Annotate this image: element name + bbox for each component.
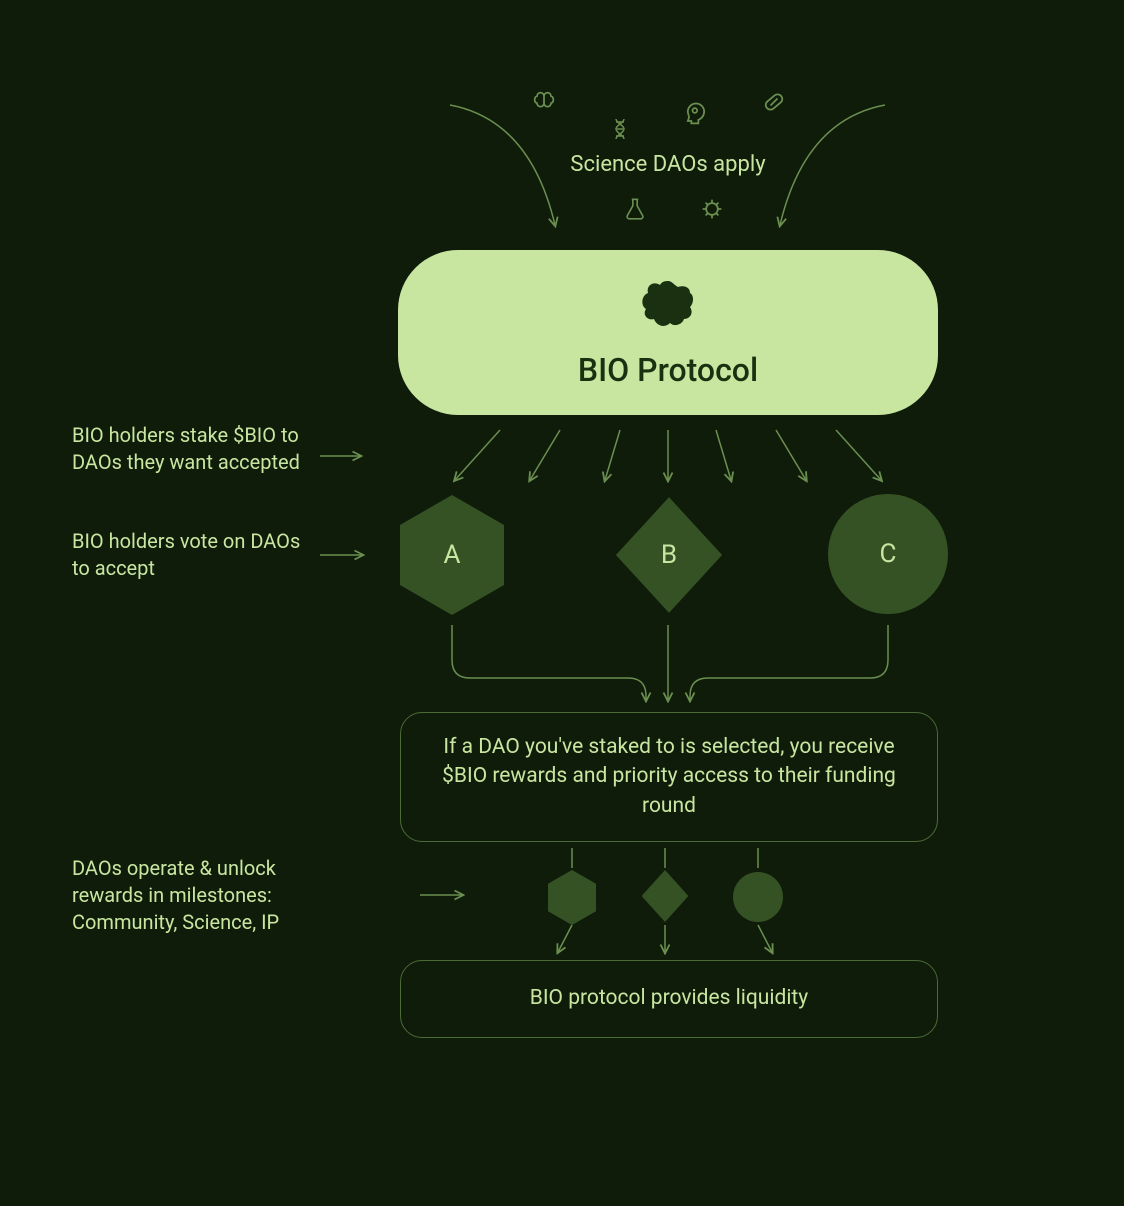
small-hexagon xyxy=(548,870,596,925)
small-diamond xyxy=(639,870,691,922)
dao-b-letter: B xyxy=(661,540,677,570)
bio-protocol-box: BIO Protocol xyxy=(398,250,938,415)
dao-a-letter: A xyxy=(444,540,461,570)
vote-label: BIO holders vote on DAOs to accept xyxy=(72,528,322,582)
brain-icon xyxy=(530,88,558,120)
virus-icon xyxy=(698,195,726,227)
liquidity-text: BIO protocol provides liquidity xyxy=(530,984,808,1013)
flask-icon xyxy=(622,195,648,227)
bio-blob-icon xyxy=(638,277,698,337)
liquidity-box: BIO protocol provides liquidity xyxy=(400,960,938,1038)
dao-c-letter: C xyxy=(880,539,897,569)
dao-a-hexagon: A xyxy=(400,495,504,615)
pill-icon xyxy=(760,88,788,120)
stake-label: BIO holders stake $BIO to DAOs they want… xyxy=(72,422,322,476)
small-circle xyxy=(733,872,783,922)
dao-c-circle: C xyxy=(828,494,948,614)
dao-b-diamond: B xyxy=(610,496,728,614)
head-icon xyxy=(682,100,710,132)
dna-icon xyxy=(608,115,632,147)
bio-protocol-title: BIO Protocol xyxy=(578,351,758,389)
reward-info-box: If a DAO you've staked to is selected, y… xyxy=(400,712,938,842)
science-daos-apply-label: Science DAOs apply xyxy=(518,152,818,177)
milestones-label: DAOs operate & unlock rewards in milesto… xyxy=(72,855,332,936)
reward-info-text: If a DAO you've staked to is selected, y… xyxy=(441,733,897,821)
